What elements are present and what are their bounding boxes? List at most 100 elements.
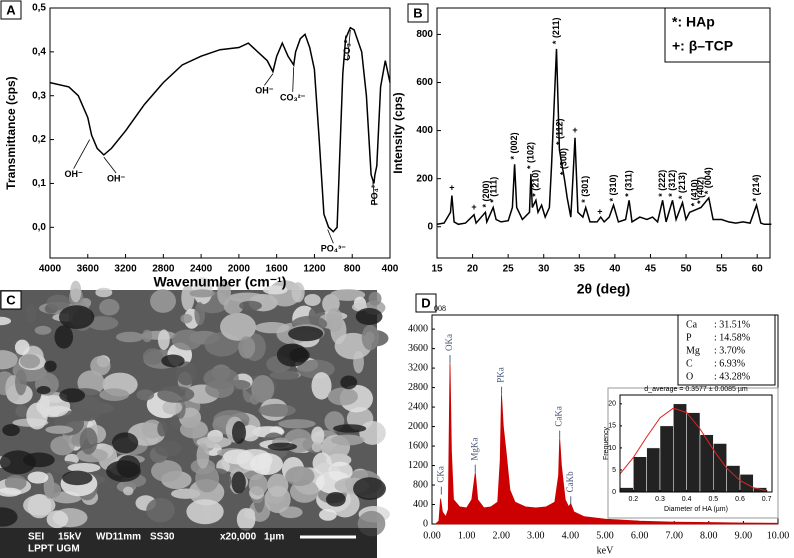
pore	[231, 471, 246, 494]
grain	[150, 289, 176, 313]
pore	[44, 360, 57, 372]
annotation: CO₃²⁻	[342, 35, 352, 61]
x-tick-label: 2400	[190, 264, 213, 275]
grain	[359, 420, 386, 445]
histogram-bar	[673, 403, 687, 493]
panel-box	[0, 0, 22, 20]
legend-entry: +: β–TCP	[672, 38, 733, 54]
panel-label: B	[413, 5, 422, 20]
pore	[59, 388, 86, 403]
annotation-arrow	[103, 156, 117, 174]
panel-box	[415, 293, 437, 313]
x-tick-label: 400	[382, 264, 399, 275]
x-tick-label: 35	[574, 264, 586, 275]
histogram-bar	[659, 425, 674, 493]
x-tick-label: 0.4	[682, 496, 692, 503]
grain	[45, 425, 74, 434]
grain	[27, 493, 52, 519]
x-tick-label: 45	[645, 264, 657, 275]
grain	[90, 356, 111, 376]
pore	[62, 470, 93, 486]
grain	[162, 400, 183, 415]
grain	[15, 369, 27, 396]
grain	[262, 285, 288, 295]
x-tick-label: 0.3	[655, 496, 665, 503]
y-axis-title: Frequency	[603, 426, 610, 460]
pore	[106, 460, 141, 482]
grain	[36, 395, 71, 418]
composition-cell: Mg	[686, 345, 700, 356]
x-tick-label: 6.00	[631, 530, 649, 541]
grain	[46, 510, 69, 529]
grain	[328, 461, 353, 482]
x-tick-label: 2.00	[492, 530, 510, 541]
grain	[250, 452, 283, 476]
x-tick-label: 800	[344, 264, 361, 275]
grain	[195, 464, 220, 493]
grain	[175, 361, 197, 386]
grain	[146, 497, 175, 523]
x-tick-label: 1600	[266, 264, 289, 275]
grain	[217, 279, 231, 306]
annotation: * (311)	[623, 170, 633, 197]
grain	[220, 506, 236, 518]
grain	[248, 473, 268, 496]
grain	[141, 419, 164, 439]
y-tick-label: 5	[612, 467, 616, 474]
x-axis-title: keV	[597, 545, 614, 556]
sem-label: LPPT UGM	[28, 544, 80, 555]
inset-title: d_average = 0.3577 ± 0.0085 µm	[644, 386, 748, 393]
peak-label: CaKa	[554, 406, 564, 427]
grain	[99, 388, 130, 401]
grain	[243, 508, 255, 519]
grain	[19, 354, 41, 369]
plot-frame	[49, 7, 391, 259]
composition-cell: P	[686, 332, 692, 343]
grain	[0, 350, 18, 370]
x-tick-label: 15	[431, 264, 443, 275]
grain	[79, 427, 98, 455]
grain	[136, 389, 155, 401]
x-tick-label: 3200	[114, 264, 137, 275]
annotation-arrow	[347, 29, 351, 61]
annotation: * (213)	[677, 172, 687, 199]
x-tick-label: 4000	[39, 264, 62, 275]
x-tick-label: 3600	[77, 264, 100, 275]
grain	[0, 487, 22, 497]
grain	[326, 308, 343, 333]
annotation: * (111)	[488, 177, 498, 203]
annotation: * (210)	[530, 170, 540, 197]
annotation: * (410)	[690, 179, 700, 206]
y-tick-label: 800	[416, 29, 433, 40]
panel-box	[0, 290, 22, 310]
histogram-bar	[739, 474, 754, 493]
x-tick-label: 2000	[228, 264, 251, 275]
pore	[276, 343, 308, 367]
grain	[188, 395, 215, 404]
annotation: * (300)	[559, 148, 569, 175]
pore	[0, 507, 18, 527]
grain	[220, 312, 257, 341]
grain	[254, 322, 290, 334]
pore	[353, 477, 386, 500]
grain	[194, 301, 206, 326]
peak-label: PKa	[496, 367, 506, 383]
grain	[142, 329, 153, 343]
x-tick-label: 20	[467, 264, 479, 275]
pore	[333, 424, 367, 433]
grain	[330, 434, 365, 446]
x-tick-label: 8.00	[700, 530, 718, 541]
x-tick-label: 0.5	[708, 496, 718, 503]
sem-label: WD11mm	[96, 532, 141, 543]
grain	[368, 291, 382, 306]
grain	[258, 403, 296, 417]
grain	[267, 473, 289, 498]
y-tick-label: 0,1	[32, 178, 46, 189]
annotation: * (102)	[525, 142, 535, 169]
annotation-arrow	[327, 229, 334, 244]
sem-texture	[0, 277, 390, 558]
annotation: * (214)	[751, 174, 761, 201]
annotation: PO₄³⁻	[321, 244, 346, 254]
annotation-arrow	[73, 139, 91, 169]
